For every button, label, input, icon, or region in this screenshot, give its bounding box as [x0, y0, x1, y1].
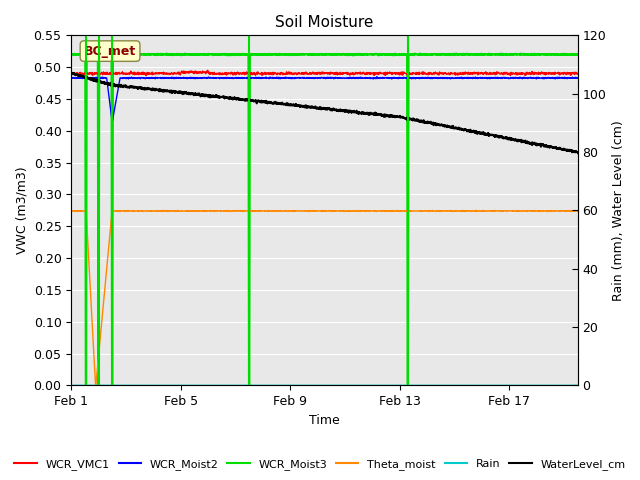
Text: BC_met: BC_met — [84, 45, 136, 58]
X-axis label: Time: Time — [309, 414, 340, 427]
Y-axis label: VWC (m3/m3): VWC (m3/m3) — [15, 167, 28, 254]
Title: Soil Moisture: Soil Moisture — [275, 15, 374, 30]
Y-axis label: Rain (mm), Water Level (cm): Rain (mm), Water Level (cm) — [612, 120, 625, 300]
Legend: WCR_VMC1, WCR_Moist2, WCR_Moist3, Theta_moist, Rain, WaterLevel_cm: WCR_VMC1, WCR_Moist2, WCR_Moist3, Theta_… — [10, 455, 630, 474]
